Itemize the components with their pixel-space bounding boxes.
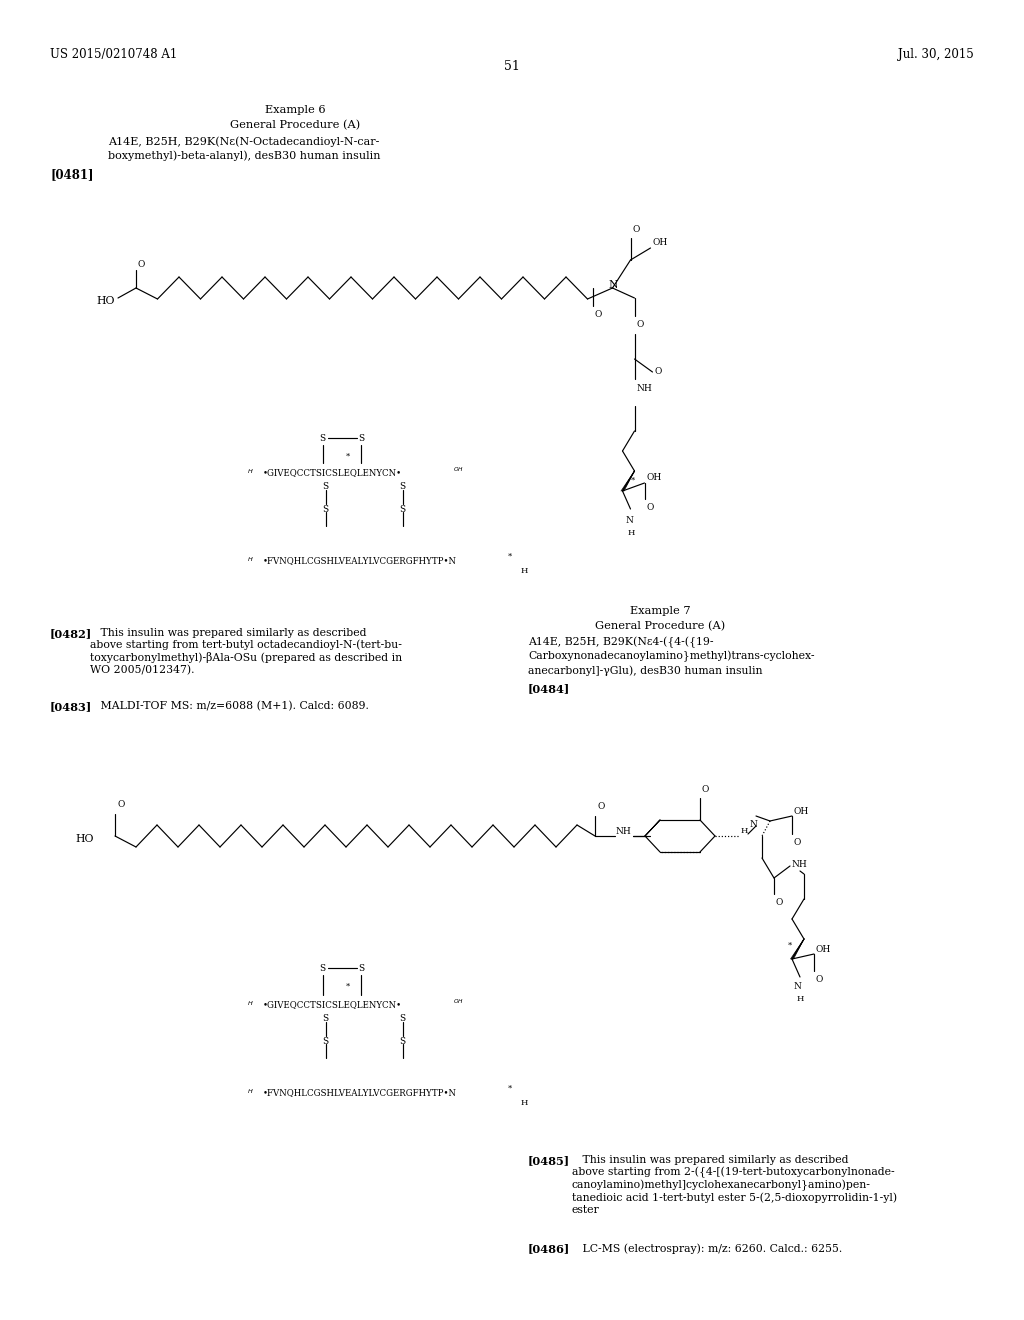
Text: LC-MS (electrospray): m/z: 6260. Calcd.: 6255.: LC-MS (electrospray): m/z: 6260. Calcd.:… xyxy=(572,1243,843,1254)
Text: O: O xyxy=(637,319,644,329)
Text: •FVNQHLCGSHLVEALYLVCGERGFHYTP•N: •FVNQHLCGSHLVEALYLVCGERGFHYTP•N xyxy=(263,1088,457,1097)
Text: *: * xyxy=(631,477,635,484)
Text: OH: OH xyxy=(794,808,809,817)
Text: *: * xyxy=(346,453,350,461)
Text: A14E, B25H, B29K(Nε(N-Octadecandioyl-N-car-: A14E, B25H, B29K(Nε(N-Octadecandioyl-N-c… xyxy=(108,136,379,147)
Text: H: H xyxy=(741,828,749,836)
Text: O: O xyxy=(646,503,654,512)
Text: N: N xyxy=(626,516,634,525)
Text: N: N xyxy=(749,820,757,829)
Text: US 2015/0210748 A1: US 2015/0210748 A1 xyxy=(50,48,177,61)
Text: H: H xyxy=(628,529,635,537)
Text: Jul. 30, 2015: Jul. 30, 2015 xyxy=(898,48,974,61)
Text: S: S xyxy=(399,506,406,513)
Text: OH: OH xyxy=(816,945,831,954)
Text: [0485]: [0485] xyxy=(528,1155,570,1166)
Text: S: S xyxy=(399,1038,406,1045)
Text: O: O xyxy=(633,224,640,234)
Text: *: * xyxy=(346,983,350,991)
Text: Example 7: Example 7 xyxy=(630,606,690,616)
Text: O: O xyxy=(776,898,783,907)
Text: [0483]: [0483] xyxy=(50,701,92,711)
Text: $^{H}$: $^{H}$ xyxy=(247,469,254,477)
Text: [0484]: [0484] xyxy=(528,682,570,694)
Text: [0481]: [0481] xyxy=(50,168,93,181)
Text: $^{OH}$: $^{OH}$ xyxy=(453,1001,464,1008)
Text: This insulin was prepared similarly as described
above starting from tert-butyl : This insulin was prepared similarly as d… xyxy=(90,628,402,675)
Text: S: S xyxy=(358,434,365,444)
Text: OH: OH xyxy=(652,238,668,247)
Text: $^{H}$: $^{H}$ xyxy=(247,1001,254,1008)
Text: NH: NH xyxy=(792,861,808,869)
Text: S: S xyxy=(358,964,365,973)
Text: S: S xyxy=(399,1014,406,1023)
Text: [0486]: [0486] xyxy=(528,1243,570,1254)
Text: General Procedure (A): General Procedure (A) xyxy=(229,120,360,131)
Text: •GIVEQCCTSICSLEQLENYCN•: •GIVEQCCTSICSLEQLENYCN• xyxy=(263,1001,402,1008)
Text: *: * xyxy=(788,942,793,950)
Text: HO: HO xyxy=(96,296,115,306)
Text: $^{H}$: $^{H}$ xyxy=(247,556,254,565)
Text: General Procedure (A): General Procedure (A) xyxy=(595,620,725,631)
Text: •FVNQHLCGSHLVEALYLVCGERGFHYTP•N: •FVNQHLCGSHLVEALYLVCGERGFHYTP•N xyxy=(263,556,457,565)
Text: HO: HO xyxy=(75,834,93,843)
Text: O: O xyxy=(702,785,710,795)
Text: 51: 51 xyxy=(504,59,520,73)
Text: NH: NH xyxy=(616,828,632,837)
Text: MALDI-TOF MS: m/z=6088 (M+1). Calcd: 6089.: MALDI-TOF MS: m/z=6088 (M+1). Calcd: 608… xyxy=(90,701,369,711)
Text: O: O xyxy=(654,367,662,376)
Text: $^{H}$: $^{H}$ xyxy=(247,1088,254,1097)
Text: This insulin was prepared similarly as described
above starting from 2-({4-[(19-: This insulin was prepared similarly as d… xyxy=(572,1155,897,1214)
Text: N: N xyxy=(794,982,802,991)
Text: O: O xyxy=(816,975,823,983)
Text: boxymethyl)-beta-alanyl), desB30 human insulin: boxymethyl)-beta-alanyl), desB30 human i… xyxy=(108,150,381,161)
Text: S: S xyxy=(319,964,326,973)
Text: OH: OH xyxy=(646,473,662,482)
Text: O: O xyxy=(597,803,604,810)
Text: *: * xyxy=(508,1085,512,1093)
Text: H: H xyxy=(521,1100,528,1107)
Text: S: S xyxy=(399,482,406,491)
Text: H: H xyxy=(797,995,805,1003)
Text: S: S xyxy=(319,434,326,444)
Text: A14E, B25H, B29K(Nε4-({4-({19-: A14E, B25H, B29K(Nε4-({4-({19- xyxy=(528,638,714,648)
Text: O: O xyxy=(117,800,124,809)
Text: Carboxynonadecanoylamino}methyl)trans-cyclohex-: Carboxynonadecanoylamino}methyl)trans-cy… xyxy=(528,651,814,663)
Text: S: S xyxy=(322,1038,328,1045)
Text: O: O xyxy=(794,838,802,847)
Text: NH: NH xyxy=(637,384,652,393)
Text: H: H xyxy=(521,568,528,576)
Text: *: * xyxy=(508,553,512,561)
Text: Example 6: Example 6 xyxy=(264,106,326,115)
Text: S: S xyxy=(322,1014,328,1023)
Text: •GIVEQCCTSICSLEQLENYCN•: •GIVEQCCTSICSLEQLENYCN• xyxy=(263,469,402,477)
Text: $^{OH}$: $^{OH}$ xyxy=(453,469,464,477)
Text: anecarbonyl]-γGlu), desB30 human insulin: anecarbonyl]-γGlu), desB30 human insulin xyxy=(528,665,763,676)
Text: S: S xyxy=(322,482,328,491)
Text: [0482]: [0482] xyxy=(50,628,92,639)
Text: O: O xyxy=(595,310,602,319)
Text: S: S xyxy=(322,506,328,513)
Text: O: O xyxy=(138,260,145,269)
Text: N: N xyxy=(608,280,618,290)
